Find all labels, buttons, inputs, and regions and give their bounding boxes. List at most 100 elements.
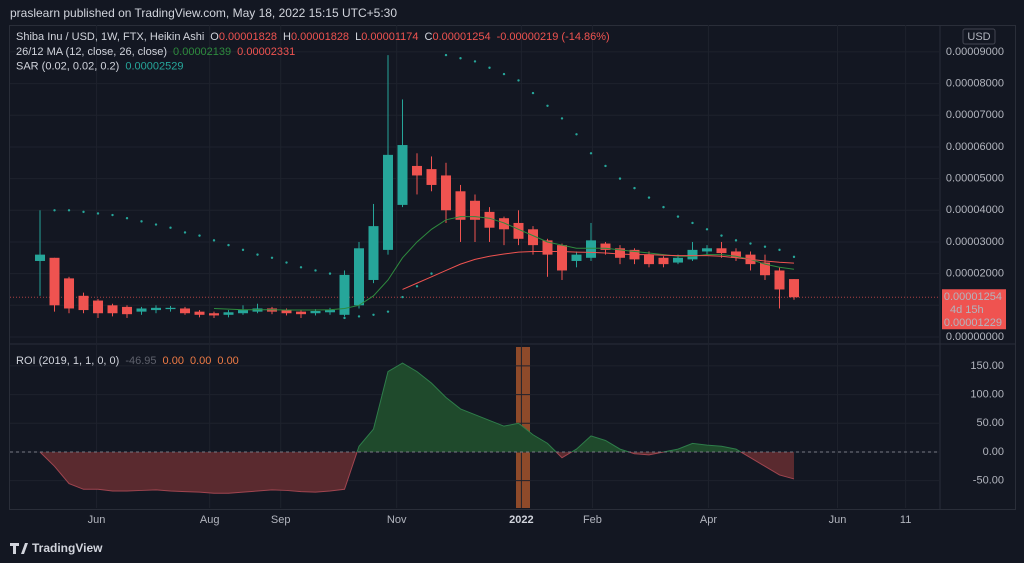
legend-line: Shiba Inu / USD, 1W, FTX, Heikin Ashi O0.… <box>16 31 610 43</box>
price-sub-label: 0.00001229 <box>944 317 1002 329</box>
candle-body <box>672 257 683 263</box>
sar-dot <box>314 269 317 272</box>
candle-body <box>397 145 408 205</box>
sar-dot <box>778 248 781 252</box>
ohlc-value: 0.00001254 <box>432 31 490 43</box>
change: -0.00000219 (-14.86%) <box>497 31 610 43</box>
candle-body <box>658 257 669 265</box>
candle-body <box>788 279 799 298</box>
sar-dot <box>691 221 694 225</box>
sar-dot <box>241 248 245 252</box>
roi-legend-value: 0.00 <box>190 355 211 367</box>
x-tick-label: Jun <box>88 514 106 526</box>
sar-dot <box>401 295 404 299</box>
sar-dot <box>720 234 723 237</box>
currency-box <box>962 28 996 45</box>
candle-body <box>93 300 104 314</box>
y-tick-label: 150.00 <box>970 360 1004 372</box>
roi-legend-value: -46.95 <box>125 355 156 367</box>
x-tick-label: 11 <box>900 514 911 526</box>
roi-line-negative <box>39 451 795 494</box>
sar-dot <box>676 215 680 218</box>
roi-legend-value: 0.00 <box>217 355 238 367</box>
sar-dot <box>517 79 520 82</box>
candle-body <box>556 245 567 271</box>
symbol-title: Shiba Inu / USD, 1W, FTX, Heikin Ashi <box>16 31 204 43</box>
x-tick-label: 2022 <box>509 514 533 526</box>
indicator-legend: 26/12 MA (12, close, 26, close) 0.0000213… <box>16 46 295 58</box>
sar-dot <box>763 245 767 248</box>
candle-body <box>600 243 611 250</box>
sar-dot <box>473 60 477 63</box>
y-tick-label: -50.00 <box>973 475 1004 487</box>
roi-legend-value: 0.00 <box>163 355 184 367</box>
sar-dot <box>444 53 448 57</box>
sar-dot <box>459 57 462 60</box>
candle-body <box>49 257 60 306</box>
sar-dot <box>589 152 593 155</box>
y-tick-label: 0.00006000 <box>946 141 1004 153</box>
candle-body <box>441 175 452 211</box>
candle-body <box>238 310 249 314</box>
roi-line-positive <box>40 362 742 452</box>
candle-body <box>151 307 162 311</box>
sar-dot <box>430 272 433 275</box>
currency: USD <box>967 31 990 43</box>
indicator-name: 26/12 MA (12, close, 26, close) <box>16 46 167 58</box>
x-tick-label: Feb <box>583 514 602 526</box>
y-tick-label: 0.00 <box>983 446 1004 458</box>
sar-dot <box>618 177 622 180</box>
indicator-value: 0.00002529 <box>125 60 183 72</box>
sar-dot <box>82 210 85 214</box>
sar-dot <box>633 186 636 190</box>
y-tick-label: 100.00 <box>970 388 1004 400</box>
candle-body <box>339 274 350 315</box>
candle-body <box>223 312 234 315</box>
candle-body <box>542 240 553 255</box>
indicator-legend: SAR (0.02, 0.02, 0.2) 0.00002529 <box>16 60 183 72</box>
candle-body <box>107 305 118 314</box>
sar-dot <box>647 196 651 199</box>
ohlc-label: O <box>210 31 219 43</box>
candle-body <box>78 295 89 311</box>
sar-dot <box>270 256 274 259</box>
candle-body <box>296 311 307 315</box>
candle-body <box>484 211 495 228</box>
sar-dot <box>546 104 549 107</box>
sar-dot <box>604 164 607 168</box>
ohlc-label: C <box>425 31 433 43</box>
ohlc-value: 0.00001174 <box>361 31 418 43</box>
ohlc-label: H <box>283 31 291 43</box>
y-tick-label: 0.00003000 <box>946 236 1004 248</box>
candle-body <box>180 308 191 314</box>
x-tick-label: Nov <box>387 514 407 526</box>
y-tick-label: 0.00005000 <box>946 173 1004 185</box>
candle-body <box>209 313 220 316</box>
candle-body <box>701 248 712 252</box>
roi-title: ROI (2019, 1, 1, 0, 0) <box>16 355 119 367</box>
roi-legend: ROI (2019, 1, 1, 0, 0) -46.95 0.00 0.00 0.00 <box>16 355 239 367</box>
sar-dot <box>285 261 288 264</box>
candle-body <box>412 165 423 176</box>
candle-body <box>35 254 46 261</box>
candle-body <box>383 154 394 250</box>
brand-logo: TradingView <box>10 541 103 555</box>
sar-dot <box>575 133 578 136</box>
countdown: 4d 15h <box>950 304 984 316</box>
candle-body <box>165 307 176 310</box>
candle-body <box>513 222 524 239</box>
candle-body <box>354 248 365 306</box>
candle-body <box>310 311 321 314</box>
candle-body <box>774 270 785 290</box>
sar-dot <box>531 91 535 95</box>
sar-dot <box>488 66 491 69</box>
sar-dot <box>372 313 375 317</box>
price-tag <box>942 289 1006 330</box>
ohlc-value: 0.00001828 <box>219 31 277 43</box>
y-tick-label: 0.00008000 <box>946 78 1004 90</box>
candle-body <box>585 240 596 258</box>
candle-body <box>571 254 582 261</box>
sar-dot <box>140 220 143 223</box>
indicator-value: 0.00002331 <box>237 46 295 58</box>
candle-body <box>470 200 480 220</box>
